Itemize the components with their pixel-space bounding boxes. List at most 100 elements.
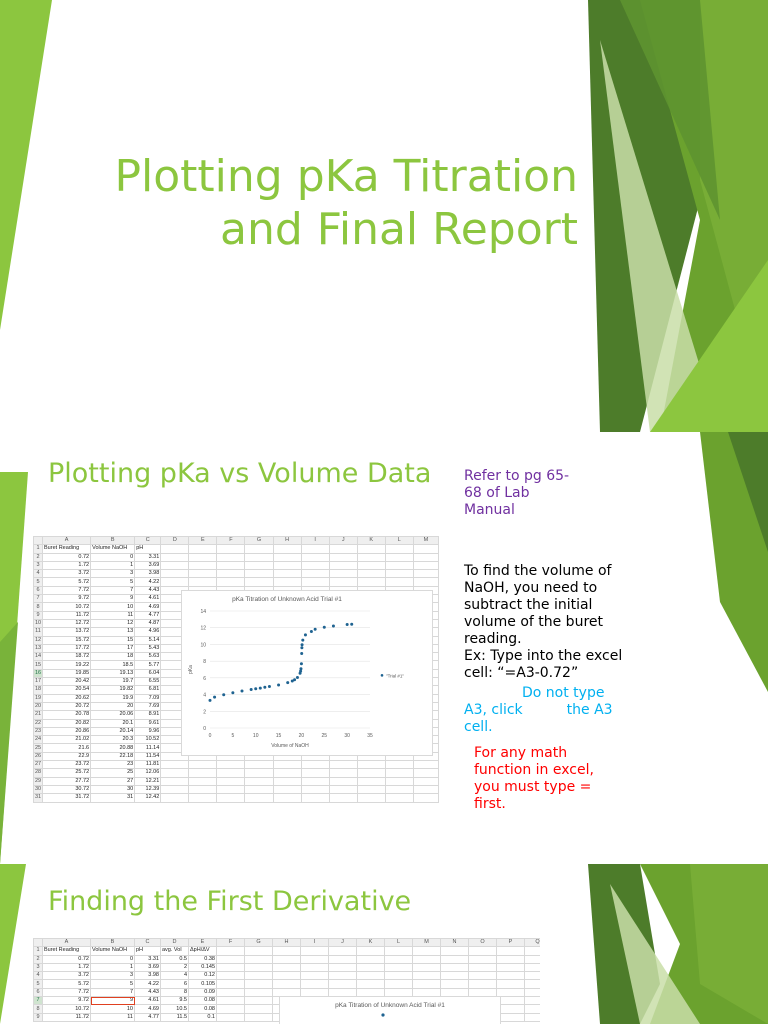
table-cell[interactable]: [356, 979, 385, 989]
table-cell[interactable]: [356, 784, 386, 795]
table-cell[interactable]: [524, 962, 540, 973]
table-cell[interactable]: [244, 962, 273, 973]
table-cell[interactable]: 19.13: [90, 668, 136, 679]
table-cell[interactable]: 13: [90, 627, 136, 637]
table-cell[interactable]: [244, 577, 274, 587]
table-cell[interactable]: 4.43: [134, 987, 161, 998]
table-cell[interactable]: 31.72: [42, 793, 92, 803]
row-number[interactable]: 22: [33, 718, 44, 728]
column-header[interactable]: D: [160, 536, 190, 546]
table-cell[interactable]: 20.86: [42, 726, 92, 737]
table-cell[interactable]: 15: [90, 635, 136, 645]
table-cell[interactable]: [244, 560, 274, 571]
table-cell[interactable]: 3.31: [134, 552, 162, 562]
table-cell[interactable]: [272, 569, 302, 579]
table-cell[interactable]: [216, 1004, 245, 1014]
table-cell[interactable]: 4: [160, 971, 189, 981]
table-cell[interactable]: [300, 971, 329, 981]
table-cell[interactable]: [244, 1012, 273, 1022]
row-number[interactable]: 15: [33, 660, 44, 670]
table-cell[interactable]: 20.78: [42, 710, 92, 720]
table-cell[interactable]: 9: [90, 996, 135, 1006]
column-header[interactable]: F: [216, 536, 246, 546]
row-number[interactable]: 7: [33, 996, 43, 1006]
table-cell[interactable]: 19.22: [42, 660, 92, 670]
table-cell[interactable]: [384, 544, 414, 554]
table-cell[interactable]: [356, 759, 386, 770]
table-cell[interactable]: [384, 759, 414, 770]
table-cell[interactable]: 22.18: [90, 751, 136, 762]
table-cell[interactable]: 5.77: [134, 660, 162, 670]
table-cell[interactable]: [272, 954, 301, 964]
table-cell[interactable]: [384, 946, 413, 956]
table-cell[interactable]: 4.43: [134, 585, 162, 596]
table-cell[interactable]: 17.72: [42, 643, 92, 654]
row-number[interactable]: 28: [33, 768, 44, 778]
table-cell[interactable]: 31: [90, 793, 136, 803]
row-number[interactable]: 27: [33, 759, 44, 770]
row-number[interactable]: 20: [33, 701, 44, 712]
table-cell[interactable]: 1: [90, 962, 135, 973]
column-header[interactable]: E: [188, 938, 217, 948]
table-cell[interactable]: [300, 544, 330, 554]
table-cell[interactable]: [468, 971, 497, 981]
table-cell[interactable]: 7.69: [134, 701, 162, 712]
table-cell[interactable]: 0: [90, 954, 135, 964]
table-cell[interactable]: 6: [160, 979, 189, 989]
table-cell[interactable]: [496, 954, 525, 964]
table-cell[interactable]: [244, 1004, 273, 1014]
row-number[interactable]: 29: [33, 776, 44, 786]
table-cell[interactable]: 21.6: [42, 743, 92, 753]
table-cell[interactable]: [524, 1012, 540, 1022]
table-cell[interactable]: [412, 560, 439, 571]
table-cell[interactable]: [384, 979, 413, 989]
row-number[interactable]: 16: [33, 668, 44, 679]
table-cell[interactable]: [412, 962, 441, 973]
row-number[interactable]: 4: [33, 569, 44, 579]
table-cell[interactable]: 23.72: [42, 759, 92, 770]
table-cell[interactable]: 0.08: [188, 996, 217, 1006]
table-cell[interactable]: [440, 971, 469, 981]
row-number[interactable]: 10: [33, 618, 44, 629]
table-cell[interactable]: [300, 979, 329, 989]
table-cell[interactable]: 20.82: [42, 718, 92, 728]
row-number[interactable]: 2: [33, 954, 43, 964]
table-cell[interactable]: 3.69: [134, 962, 161, 973]
table-cell[interactable]: [356, 569, 386, 579]
table-cell[interactable]: [160, 784, 190, 795]
column-header[interactable]: A: [42, 938, 91, 948]
table-cell[interactable]: [384, 560, 414, 571]
table-cell[interactable]: [300, 776, 330, 786]
table-cell[interactable]: [216, 577, 246, 587]
table-cell[interactable]: [188, 577, 218, 587]
table-cell[interactable]: [300, 759, 330, 770]
table-cell[interactable]: [412, 784, 439, 795]
table-cell[interactable]: [496, 979, 525, 989]
table-cell[interactable]: [440, 954, 469, 964]
column-header[interactable]: J: [328, 938, 357, 948]
table-cell[interactable]: [412, 759, 439, 770]
table-cell[interactable]: 18.72: [42, 652, 92, 662]
column-header[interactable]: B: [90, 536, 136, 546]
table-cell[interactable]: [300, 962, 329, 973]
table-cell[interactable]: 9.72: [42, 594, 92, 604]
table-cell[interactable]: [384, 784, 414, 795]
table-cell[interactable]: 25.72: [42, 768, 92, 778]
column-header[interactable]: [33, 536, 44, 546]
table-cell[interactable]: [216, 776, 246, 786]
table-cell[interactable]: 27.72: [42, 776, 92, 786]
table-cell[interactable]: [412, 979, 441, 989]
table-cell[interactable]: 8: [160, 987, 189, 998]
table-cell[interactable]: 9.96: [134, 726, 162, 737]
table-cell[interactable]: 7.72: [42, 585, 92, 596]
table-cell[interactable]: 12.42: [134, 793, 162, 803]
table-cell[interactable]: 4.22: [134, 577, 162, 587]
table-cell[interactable]: [384, 954, 413, 964]
table-cell[interactable]: [244, 759, 274, 770]
table-cell[interactable]: [468, 946, 497, 956]
row-number[interactable]: 3: [33, 962, 43, 973]
row-number[interactable]: 6: [33, 987, 43, 998]
table-cell[interactable]: [412, 544, 439, 554]
table-cell[interactable]: [300, 946, 329, 956]
table-cell[interactable]: [272, 768, 302, 778]
